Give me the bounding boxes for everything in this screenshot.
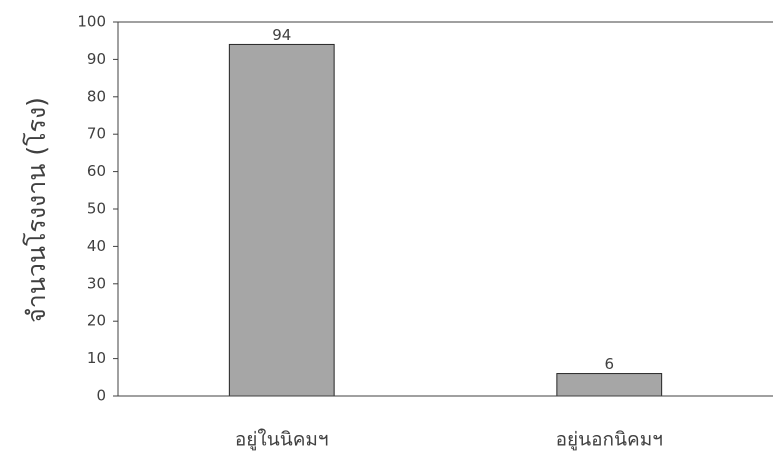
y-axis-label: จำนวนโรงงาน (โรง) [22, 97, 51, 323]
y-tick-label: 30 [87, 274, 106, 292]
value-label: 94 [272, 26, 291, 44]
y-tick-label: 60 [87, 162, 106, 180]
value-label: 6 [604, 355, 614, 373]
y-tick-label: 70 [87, 125, 106, 143]
y-tick-label: 80 [87, 87, 106, 105]
x-tick-label: อยู่ในนิคมฯ [235, 429, 329, 451]
bar [556, 373, 663, 397]
bar [228, 43, 335, 397]
y-tick-label: 10 [87, 349, 106, 367]
y-tick-label: 0 [96, 387, 106, 405]
y-tick-label: 40 [87, 237, 106, 255]
y-tick-label: 90 [87, 50, 106, 68]
x-tick-label: อยู่นอกนิคมฯ [556, 429, 663, 451]
y-tick-label: 100 [77, 13, 106, 31]
y-tick-label: 50 [87, 200, 106, 218]
y-tick-label: 20 [87, 312, 106, 330]
